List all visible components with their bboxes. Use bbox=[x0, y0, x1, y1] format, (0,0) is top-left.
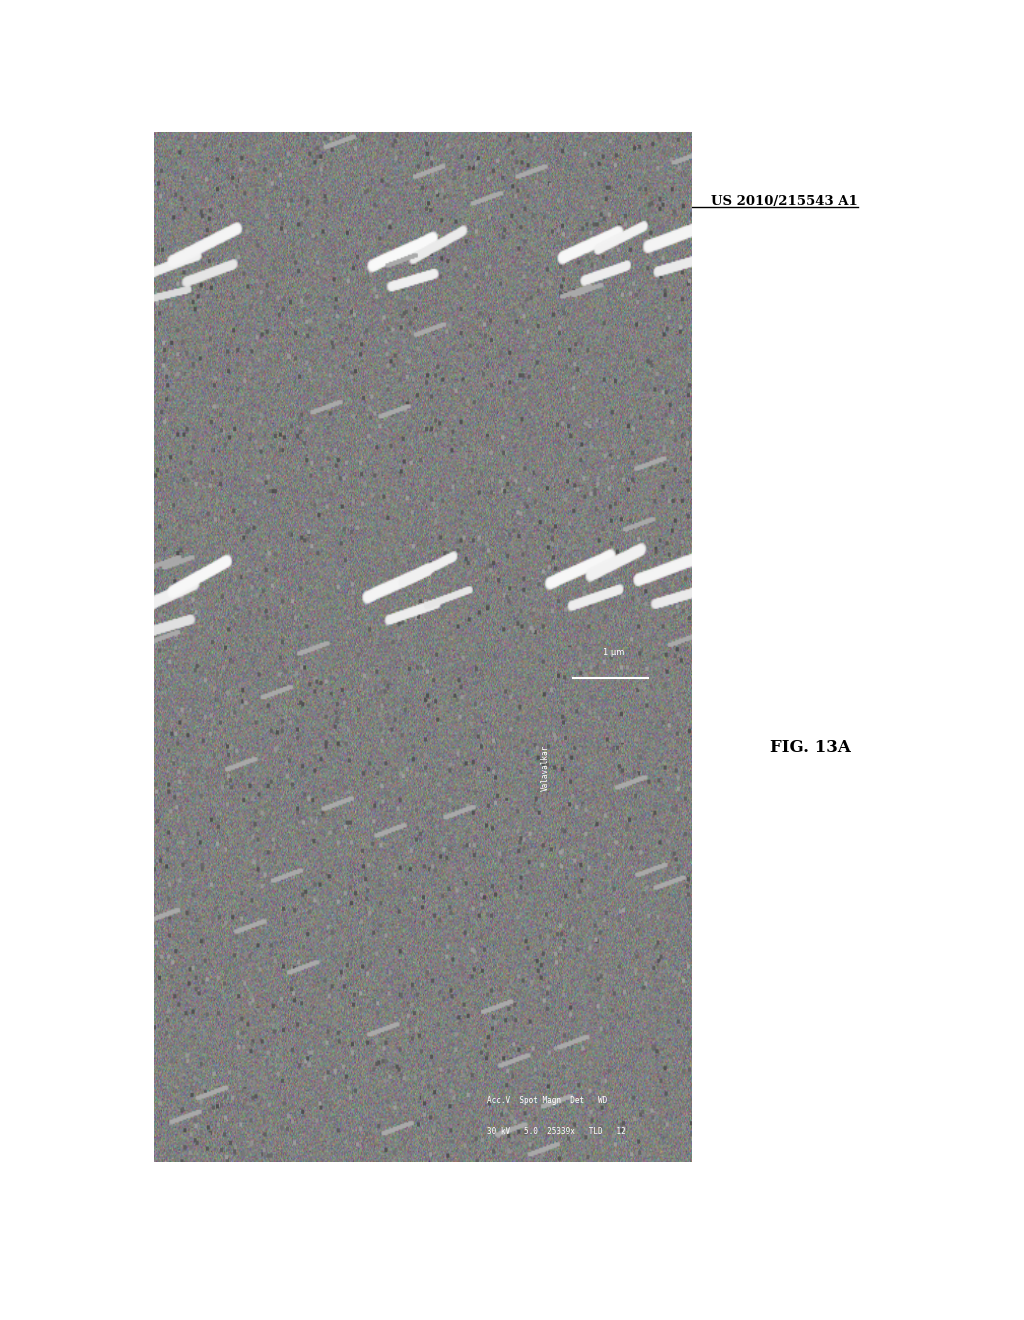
Text: FIG. 13A: FIG. 13A bbox=[770, 739, 851, 756]
Text: Aug. 26, 2010  Sheet 16 of 22: Aug. 26, 2010 Sheet 16 of 22 bbox=[368, 195, 587, 209]
Text: 1 μm: 1 μm bbox=[602, 648, 624, 657]
Text: Valavalkar: Valavalkar bbox=[541, 744, 550, 791]
Text: 1305: 1305 bbox=[335, 1052, 374, 1067]
Text: 30 kV   5.0  25339x   TLD   12: 30 kV 5.0 25339x TLD 12 bbox=[487, 1127, 626, 1135]
Text: 1300: 1300 bbox=[502, 1069, 541, 1084]
Text: Patent Application Publication: Patent Application Publication bbox=[191, 195, 418, 209]
Text: US 2010/215543 A1: US 2010/215543 A1 bbox=[712, 195, 858, 209]
Text: Acc.V  Spot Magn  Det   WD: Acc.V Spot Magn Det WD bbox=[487, 1096, 607, 1105]
